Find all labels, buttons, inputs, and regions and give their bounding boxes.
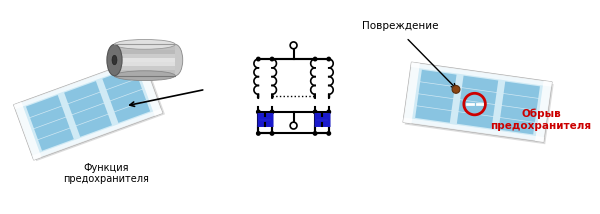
Polygon shape [403, 62, 552, 142]
Polygon shape [14, 58, 144, 109]
Circle shape [313, 131, 317, 136]
Polygon shape [499, 82, 540, 134]
Circle shape [326, 57, 331, 61]
Circle shape [313, 57, 317, 61]
Polygon shape [14, 102, 41, 160]
Polygon shape [14, 58, 163, 160]
Polygon shape [403, 117, 544, 142]
Polygon shape [405, 64, 554, 144]
FancyBboxPatch shape [115, 66, 175, 70]
Ellipse shape [112, 55, 117, 65]
FancyBboxPatch shape [115, 62, 175, 66]
Polygon shape [457, 76, 498, 129]
Polygon shape [411, 62, 552, 87]
FancyBboxPatch shape [115, 44, 175, 76]
Circle shape [269, 131, 274, 136]
Circle shape [269, 57, 274, 61]
Ellipse shape [115, 71, 175, 81]
Polygon shape [103, 67, 150, 123]
Circle shape [290, 42, 297, 49]
FancyBboxPatch shape [115, 54, 175, 58]
Polygon shape [32, 109, 163, 160]
Text: Повреждение: Повреждение [362, 21, 439, 31]
Polygon shape [64, 81, 112, 137]
Polygon shape [535, 81, 552, 142]
Polygon shape [16, 59, 165, 161]
Circle shape [290, 122, 297, 129]
Polygon shape [415, 70, 457, 123]
Text: Функция
предохранителя: Функция предохранителя [63, 163, 149, 184]
Polygon shape [403, 62, 420, 123]
Circle shape [269, 109, 274, 114]
Circle shape [256, 131, 261, 136]
Ellipse shape [167, 44, 183, 76]
FancyBboxPatch shape [115, 58, 175, 62]
FancyBboxPatch shape [115, 50, 175, 54]
Ellipse shape [107, 44, 122, 76]
Polygon shape [26, 95, 74, 151]
Circle shape [326, 109, 331, 114]
Circle shape [256, 57, 261, 61]
Text: Обрыв
предохранителя: Обрыв предохранителя [491, 109, 592, 131]
Circle shape [452, 85, 460, 93]
Circle shape [326, 131, 331, 136]
Circle shape [256, 109, 261, 114]
Ellipse shape [115, 39, 175, 49]
Polygon shape [134, 58, 163, 116]
Circle shape [313, 109, 317, 114]
